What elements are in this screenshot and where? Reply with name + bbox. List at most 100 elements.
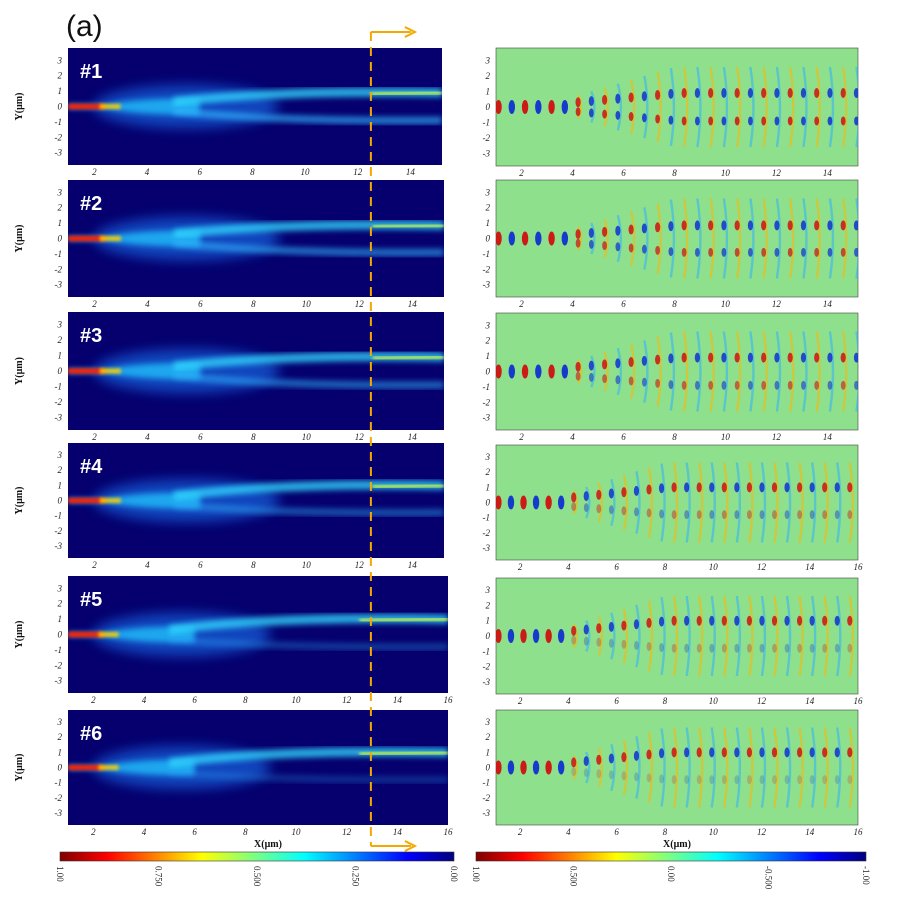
fringe-lower — [721, 247, 727, 257]
y-tick-label: 0 — [486, 234, 491, 244]
beam-upper-hot — [372, 223, 444, 229]
fringe-arc — [722, 331, 729, 412]
y-tick-label: 3 — [57, 319, 63, 329]
x-tick-label: 6 — [621, 168, 626, 178]
beam-input-warm — [99, 368, 121, 374]
x-tick-label: 4 — [570, 432, 575, 442]
fringe-lower — [575, 107, 581, 117]
fringe-arc — [749, 66, 755, 148]
fringe-upper — [583, 756, 589, 767]
fringe-arc — [696, 331, 702, 412]
fringe-arc — [789, 331, 795, 412]
fringe-input — [535, 100, 542, 114]
fringe-arc — [836, 462, 842, 543]
fringe-lower — [797, 775, 802, 785]
fringe-lower — [694, 116, 700, 126]
fringe-lower — [748, 247, 753, 257]
fringe-arc — [810, 595, 817, 677]
fringe-upper — [759, 747, 765, 758]
fringe-lower — [734, 510, 740, 520]
y-tick-label: -3 — [483, 149, 491, 159]
fringe-lower — [822, 775, 828, 785]
fringe-upper — [853, 220, 858, 231]
panel-label: #6 — [80, 723, 102, 745]
x-tick-label: 10 — [721, 299, 731, 309]
fringe-lower — [761, 380, 767, 390]
x-tick-label: 14 — [823, 432, 833, 442]
fringe-lower — [696, 775, 702, 785]
fringe-arc — [815, 198, 821, 279]
fringe-lower — [734, 643, 740, 653]
fringe-upper — [671, 747, 677, 758]
fringe-upper — [658, 616, 665, 627]
y-tick-label: 3 — [57, 55, 63, 65]
fringe-upper — [658, 748, 665, 759]
y-tick-label: 3 — [57, 717, 63, 727]
x-tick-label: 4 — [142, 695, 147, 705]
fringe-upper — [709, 482, 715, 493]
beam-input-hot — [68, 497, 106, 504]
fringe-lower — [748, 380, 753, 390]
fringe-arc — [590, 222, 596, 255]
x-tick-label: 4 — [145, 167, 150, 177]
fringe-lower — [596, 637, 602, 647]
fringe-lower — [602, 241, 607, 251]
y-tick-label: -3 — [55, 541, 63, 551]
x-tick-label: 8 — [250, 167, 255, 177]
fringe-lower — [809, 510, 815, 520]
fringe-lower — [708, 380, 714, 390]
fringe-arc — [696, 198, 702, 279]
fringe-lower — [608, 505, 614, 515]
fringe-arc — [802, 331, 808, 412]
x-tick-label: 12 — [757, 562, 767, 572]
x-tick-label: 8 — [672, 299, 677, 309]
fringe-lower — [721, 380, 727, 390]
fringe-upper — [834, 615, 840, 626]
fringe-input — [496, 364, 502, 379]
fringe-lower — [708, 116, 714, 126]
fringe-lower — [840, 116, 846, 126]
y-tick-label: -1 — [483, 513, 491, 523]
fringe-lower — [759, 510, 765, 520]
x-tick-label: 2 — [92, 299, 97, 309]
fringe-lower — [784, 643, 790, 653]
fringe-lower — [615, 110, 621, 120]
y-tick-label: -3 — [55, 808, 63, 818]
colorbar-tick-label: 0.750 — [154, 866, 164, 887]
beam-lower — [173, 501, 444, 517]
fringe-arc — [603, 218, 609, 259]
arrow-bottom-head — [404, 840, 418, 852]
colorbar-tick-label: 0.00 — [449, 866, 459, 882]
y-tick-label: 0 — [58, 763, 63, 773]
fringe-upper — [608, 753, 614, 764]
fringe-upper — [708, 352, 714, 363]
fringe-input — [521, 231, 529, 246]
fringe-lower — [659, 643, 664, 653]
x-tick-label: 14 — [393, 695, 403, 705]
x-tick-label: 6 — [614, 827, 619, 837]
fringe-arc — [723, 727, 729, 808]
fringe-upper — [771, 747, 778, 758]
fringe-upper — [853, 88, 858, 99]
fringe-arc — [635, 604, 641, 668]
fringe-upper — [840, 220, 846, 231]
fringe-lower — [734, 380, 740, 390]
fringe-upper — [796, 482, 803, 493]
fringe-arc — [828, 331, 835, 412]
fringe-upper — [615, 93, 621, 104]
fringe-lower — [761, 247, 767, 257]
x-tick-label: 10 — [302, 432, 312, 442]
fringe-upper — [774, 88, 780, 99]
y-axis-label: Y(μm) — [14, 487, 25, 515]
fringe-lower — [628, 376, 634, 386]
fringe-upper — [633, 750, 640, 761]
y-tick-label: 1 — [58, 747, 63, 757]
fringe-upper — [853, 352, 858, 363]
fringe-arc — [828, 66, 835, 148]
fringe-arc — [660, 463, 666, 542]
fringe-upper — [746, 482, 753, 493]
panel-label: #1 — [80, 61, 102, 83]
fringe-upper — [696, 747, 702, 758]
